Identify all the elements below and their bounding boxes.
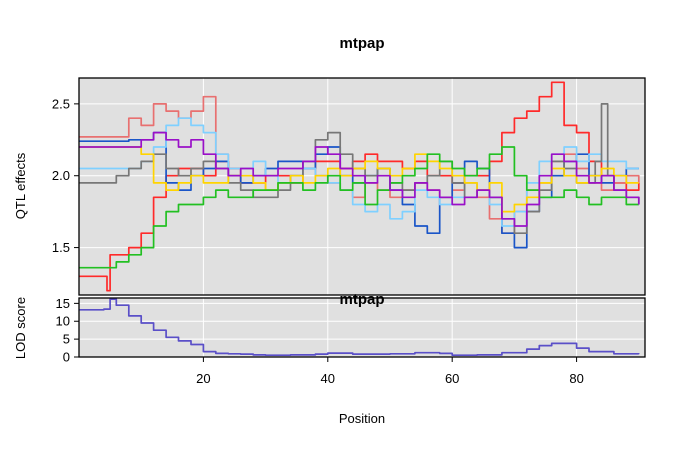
x-tick-label: 40	[321, 371, 335, 386]
top-panel-y-axis: 1.5 2.0 2.5	[52, 96, 79, 255]
bottom-panel-overlay-title: mtpap	[340, 291, 385, 308]
bottom-y-tick-label: 0	[63, 350, 70, 365]
chart-title: mtpap	[340, 35, 385, 52]
bottom-y-tick-label: 10	[56, 314, 70, 329]
bottom-panel-frame	[78, 297, 646, 358]
top-panel-background	[79, 78, 645, 295]
top-series-line-6	[79, 146, 639, 213]
bottom-series-line-1	[79, 298, 640, 357]
top-panel-series	[79, 81, 640, 292]
top-series-line-4	[79, 117, 639, 227]
top-panel: 1.5 2.0 2.5 QTL effects	[13, 77, 646, 296]
x-tick-label: 60	[445, 371, 459, 386]
top-y-tick-label: 2.0	[52, 168, 70, 183]
top-y-tick-label: 1.5	[52, 240, 70, 255]
x-axis: 20 40 60 80	[196, 357, 584, 386]
bottom-panel-y-axis: 0 5 10 15	[56, 296, 79, 365]
bottom-panel: mtpap 0 5 10 15 LOD score	[13, 291, 646, 365]
x-tick-label: 20	[196, 371, 210, 386]
top-y-tick-label: 2.5	[52, 96, 70, 111]
top-series-line-8	[79, 131, 640, 227]
x-axis-title: Position	[339, 411, 385, 426]
bottom-panel-background	[79, 298, 645, 357]
bottom-y-tick-label: 5	[63, 332, 70, 347]
top-panel-y-axis-title: QTL effects	[13, 152, 28, 219]
bottom-y-tick-label: 15	[56, 296, 70, 311]
x-tick-label: 80	[569, 371, 583, 386]
bottom-panel-series	[79, 298, 640, 357]
bottom-panel-y-axis-title: LOD score	[13, 297, 28, 359]
top-panel-frame	[78, 77, 646, 296]
